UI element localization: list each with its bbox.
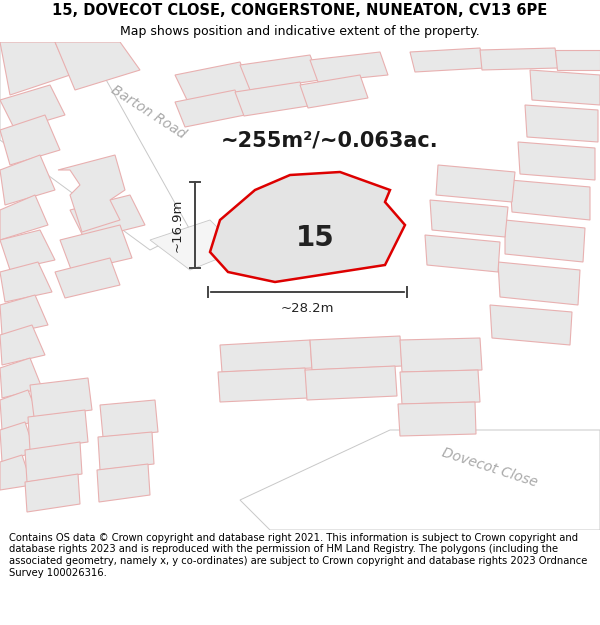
- Polygon shape: [0, 325, 45, 365]
- Polygon shape: [555, 50, 600, 70]
- Polygon shape: [0, 155, 55, 205]
- Polygon shape: [0, 42, 70, 95]
- Text: 15: 15: [296, 224, 334, 252]
- Polygon shape: [0, 422, 35, 462]
- Text: ~255m²/~0.063ac.: ~255m²/~0.063ac.: [221, 130, 439, 150]
- Polygon shape: [150, 220, 240, 270]
- Polygon shape: [58, 155, 125, 232]
- Polygon shape: [0, 455, 32, 490]
- Text: 15, DOVECOT CLOSE, CONGERSTONE, NUNEATON, CV13 6PE: 15, DOVECOT CLOSE, CONGERSTONE, NUNEATON…: [52, 3, 548, 18]
- Polygon shape: [28, 410, 88, 450]
- Polygon shape: [0, 358, 42, 398]
- Polygon shape: [398, 402, 476, 436]
- Polygon shape: [210, 172, 405, 282]
- Text: Dovecot Close: Dovecot Close: [440, 446, 539, 490]
- Polygon shape: [400, 370, 480, 404]
- Polygon shape: [498, 262, 580, 305]
- Polygon shape: [305, 366, 397, 400]
- Polygon shape: [70, 195, 145, 240]
- Polygon shape: [436, 165, 515, 202]
- Text: Barton Road: Barton Road: [108, 82, 188, 141]
- Polygon shape: [240, 430, 600, 530]
- Polygon shape: [525, 105, 598, 142]
- Polygon shape: [60, 225, 132, 272]
- Polygon shape: [235, 82, 308, 116]
- Polygon shape: [25, 474, 80, 512]
- Polygon shape: [175, 90, 245, 127]
- Polygon shape: [175, 62, 252, 102]
- Polygon shape: [240, 55, 320, 90]
- Text: Contains OS data © Crown copyright and database right 2021. This information is : Contains OS data © Crown copyright and d…: [9, 533, 587, 578]
- Polygon shape: [430, 200, 508, 237]
- Polygon shape: [55, 258, 120, 298]
- Polygon shape: [310, 52, 388, 82]
- Polygon shape: [0, 262, 52, 302]
- Polygon shape: [425, 235, 500, 272]
- Polygon shape: [505, 220, 585, 262]
- Polygon shape: [30, 378, 92, 417]
- Text: Map shows position and indicative extent of the property.: Map shows position and indicative extent…: [120, 25, 480, 38]
- Polygon shape: [400, 338, 482, 372]
- Polygon shape: [55, 42, 140, 90]
- Polygon shape: [0, 230, 55, 270]
- Polygon shape: [98, 432, 154, 470]
- Polygon shape: [510, 180, 590, 220]
- Polygon shape: [300, 75, 368, 108]
- Polygon shape: [0, 85, 65, 130]
- Polygon shape: [25, 442, 82, 482]
- Polygon shape: [97, 464, 150, 502]
- Text: ~16.9m: ~16.9m: [170, 198, 184, 252]
- Text: ~28.2m: ~28.2m: [281, 302, 334, 316]
- Polygon shape: [310, 336, 402, 370]
- Polygon shape: [530, 70, 600, 105]
- Polygon shape: [0, 42, 190, 250]
- Polygon shape: [0, 390, 40, 430]
- Polygon shape: [518, 142, 595, 180]
- Polygon shape: [490, 305, 572, 345]
- Polygon shape: [220, 340, 312, 372]
- Polygon shape: [0, 115, 60, 165]
- Polygon shape: [410, 48, 485, 72]
- Polygon shape: [100, 400, 158, 437]
- Polygon shape: [218, 368, 308, 402]
- Polygon shape: [480, 48, 558, 70]
- Polygon shape: [0, 295, 48, 335]
- Polygon shape: [0, 195, 48, 240]
